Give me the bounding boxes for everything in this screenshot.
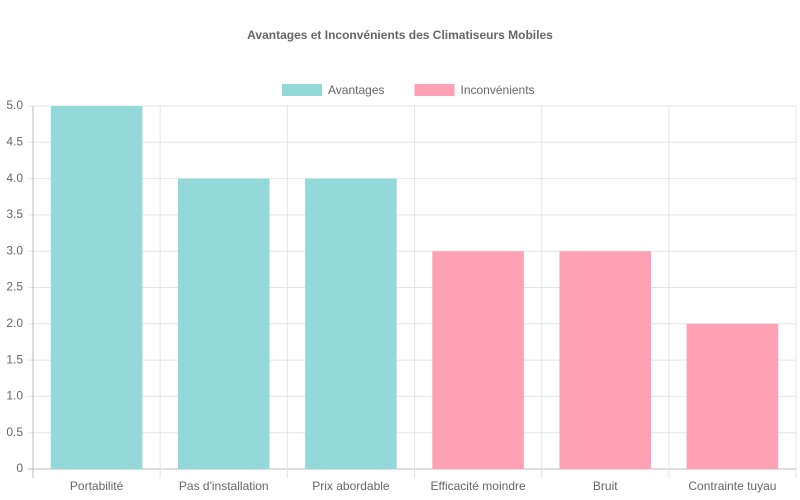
y-tick-label: 2.0 — [6, 316, 23, 330]
legend-swatch — [282, 84, 322, 96]
x-tick-label: Efficacité moindre — [431, 479, 526, 493]
x-tick-label: Contrainte tuyau — [688, 479, 776, 493]
legend-label: Inconvénients — [461, 83, 535, 97]
bar — [177, 178, 270, 469]
y-tick-label: 5.0 — [6, 98, 23, 112]
bar — [432, 251, 524, 469]
x-tick-label: Pas d'installation — [179, 479, 269, 493]
x-tick-label: Prix abordable — [312, 479, 390, 493]
chart-title: Avantages et Inconvénients des Climatise… — [247, 28, 553, 42]
bar — [305, 178, 397, 469]
legend-swatch — [414, 84, 455, 96]
y-tick-label: 1.0 — [6, 389, 23, 403]
y-tick-label: 4.0 — [6, 171, 23, 185]
x-tick-label: Bruit — [593, 479, 618, 493]
x-tick-label: Portabilité — [70, 479, 124, 493]
legend-label: Avantages — [328, 83, 385, 97]
y-tick-label: 4.5 — [6, 134, 23, 148]
y-tick-label: 2.5 — [6, 280, 23, 294]
y-tick-label: 3.0 — [6, 243, 23, 257]
y-tick-label: 3.5 — [6, 207, 23, 221]
bar — [559, 251, 652, 469]
bar — [50, 106, 143, 469]
y-tick-label: 1.5 — [6, 352, 23, 366]
y-tick-label: 0 — [16, 461, 23, 475]
bar — [686, 323, 779, 469]
y-tick-label: 0.5 — [6, 425, 23, 439]
